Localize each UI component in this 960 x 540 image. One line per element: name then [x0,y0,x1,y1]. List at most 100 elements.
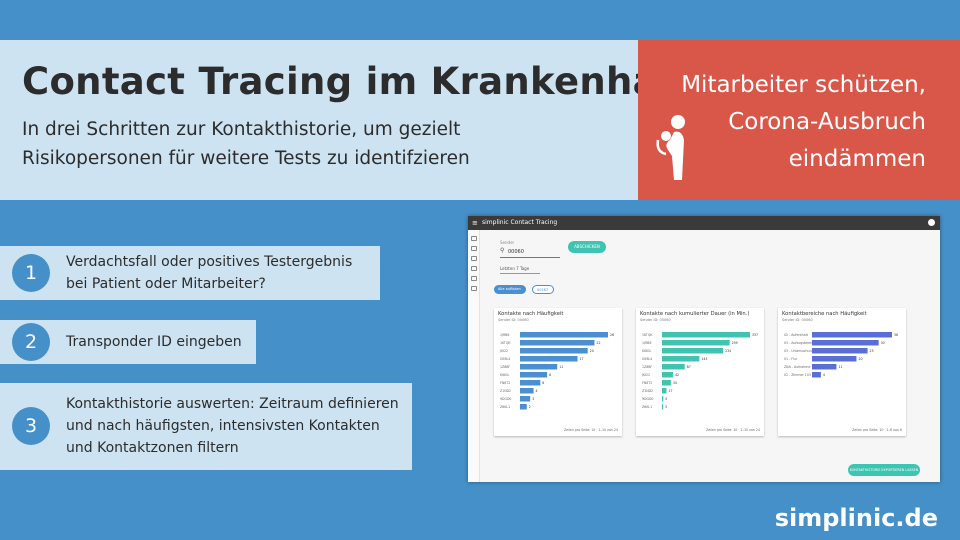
dashboard-icon[interactable] [471,236,477,241]
category-label: 1JRB6 [500,333,509,337]
chart-subtitle: Sender ID: 00060 [782,318,813,322]
step-2: 2 Transponder ID eingeben [0,320,256,364]
category-label: Z1ND2 [642,389,653,393]
header-band [0,40,638,200]
bar[interactable] [662,372,673,378]
bar[interactable] [520,340,595,346]
bar[interactable] [520,364,558,370]
search-value: 00060 [508,249,524,255]
bar[interactable] [662,380,671,386]
data-label: 4 [536,389,538,393]
chart-duration: 1KTQK 337 1JRB6 259 KI8GL 234 GE6L4 143 1Z8BF 87 J… [641,332,758,410]
data-label: 3 [532,397,534,401]
chart-subtitle: Sender ID: 00060 [640,318,671,322]
submit-button[interactable]: ABSCHICKEN [568,241,606,253]
bar[interactable] [662,364,685,370]
chart-card-duration: Kontakte nach kumulierter Dauer (in Min.… [636,308,764,436]
contacts-icon[interactable] [471,246,477,251]
category-label: 1Z8BF [642,365,652,369]
bar[interactable] [812,356,857,362]
bar[interactable] [662,332,750,338]
export-button[interactable]: KONTAKTHISTORIE EXPORTIEREN LASSEN [848,464,920,476]
bar[interactable] [520,404,527,410]
category-label: FN8T2 [642,381,652,385]
callout-line-2: Corona-Ausbruch [728,109,926,135]
bar[interactable] [520,332,608,338]
data-label: 17 [580,357,584,361]
category-label: KI8GL [642,349,652,353]
callout-box [638,40,960,200]
bar[interactable] [662,404,663,410]
data-label: 3 [665,405,667,409]
data-label: 11 [559,365,563,369]
trend-icon[interactable] [471,286,477,291]
bar[interactable] [520,388,534,394]
bar[interactable] [662,356,700,362]
bar[interactable] [520,380,541,386]
data-label: 26 [610,333,614,337]
data-label: 17 [668,389,672,393]
data-label: 87 [687,365,691,369]
devices-icon[interactable] [471,256,477,261]
step-text: Kontakthistorie auswerten: Zeitraum defi… [66,393,399,459]
category-label: 9DGD0 [500,397,511,401]
category-label: JKI22 [641,373,650,377]
category-label: 1JRB6 [642,341,651,345]
category-label: GE6L4 [642,357,652,361]
chart-card-frequency: Kontakte nach Häufigkeit Sender ID: 0006… [494,308,622,436]
documents-icon[interactable] [471,276,477,281]
category-label: Z1ND2 [500,389,511,393]
data-label: 20 [590,349,594,353]
step-text-line: und Kontaktzonen filtern [66,440,239,456]
bar[interactable] [812,364,837,370]
app-bar: ≡ simplinic Contact Tracing [468,216,940,230]
category-label: KI8GL [500,373,510,377]
callout-line-1: Mitarbeiter schützen, [681,72,926,98]
pagination[interactable]: Zeilen pro Seite: 10 · 1–6 von 6 [852,428,902,432]
data-label: 25 [870,349,874,353]
user-icon[interactable] [928,219,935,226]
category-label: 03 - Untersuchung [784,349,814,353]
chart-card-zones: Kontaktbereiche nach Häufigkeit Sender I… [778,308,906,436]
callout-line-3: eindämmen [788,146,926,172]
category-label: 02 - Zimmer 103 [784,373,811,377]
category-label: 9DGD0 [642,397,653,401]
brand-url[interactable]: simplinic.de [774,504,938,532]
pagination[interactable]: Zeilen pro Seite: 10 · 1–10 von 24 [563,428,618,432]
step-1: 1 Verdachtsfall oder positives Testergeb… [0,246,380,300]
data-label: 2 [529,405,531,409]
bar[interactable] [662,396,664,402]
chart-title: Kontaktbereiche nach Häufigkeit [782,311,867,317]
data-label: 20 [858,357,862,361]
page-title: Contact Tracing im Krankenhaus [22,60,707,103]
bar[interactable] [812,332,892,338]
filter-chip-id[interactable]: 00187 [532,285,554,294]
step-text: Transponder ID eingeben [66,331,242,353]
settings-icon[interactable] [471,266,477,271]
time-range-select[interactable]: Letzten 7 Tage [500,264,540,274]
bar[interactable] [812,372,821,378]
pagination[interactable]: Zeilen pro Seite: 10 · 1–10 von 24 [705,428,760,432]
app-screenshot: ≡ simplinic Contact Tracing Sender ⚲ 000… [468,216,940,482]
menu-icon[interactable]: ≡ [472,219,478,227]
data-label: 143 [701,357,707,361]
bar[interactable] [812,340,879,346]
step-3: 3 Kontakthistorie auswerten: Zeitraum de… [0,383,412,470]
bar[interactable] [520,372,548,378]
bar[interactable] [662,340,730,346]
bar[interactable] [662,348,724,354]
bar[interactable] [812,348,868,354]
category-label: 1KTQK [642,333,653,337]
category-label: 1Z8BF [500,365,510,369]
subtitle-line-2: Risikopersonen für weitere Tests zu iden… [22,148,470,169]
category-label: 03 - Aufzugsbereich [784,341,816,345]
bar[interactable] [662,388,667,394]
search-input[interactable]: ⚲ 00060 [500,246,560,258]
category-label: Z6KL1 [500,405,510,409]
data-label: 22 [596,341,600,345]
filter-chip-all[interactable]: Alle auflisten [494,285,526,294]
data-label: 36 [894,333,898,337]
bar[interactable] [520,356,578,362]
bar[interactable] [520,348,588,354]
bar[interactable] [520,396,531,402]
